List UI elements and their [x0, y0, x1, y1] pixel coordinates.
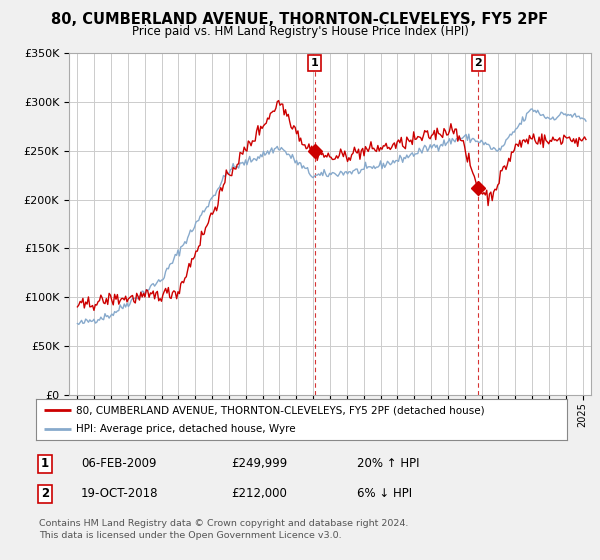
- Text: £212,000: £212,000: [231, 487, 287, 501]
- Text: 1: 1: [41, 457, 49, 470]
- Text: 80, CUMBERLAND AVENUE, THORNTON-CLEVELEYS, FY5 2PF: 80, CUMBERLAND AVENUE, THORNTON-CLEVELEY…: [52, 12, 548, 27]
- Text: 2: 2: [475, 58, 482, 68]
- Text: Price paid vs. HM Land Registry's House Price Index (HPI): Price paid vs. HM Land Registry's House …: [131, 25, 469, 38]
- Text: This data is licensed under the Open Government Licence v3.0.: This data is licensed under the Open Gov…: [39, 531, 341, 540]
- Text: 19-OCT-2018: 19-OCT-2018: [81, 487, 158, 501]
- Text: 06-FEB-2009: 06-FEB-2009: [81, 457, 157, 470]
- Text: £249,999: £249,999: [231, 457, 287, 470]
- Text: 2: 2: [41, 487, 49, 501]
- Text: 6% ↓ HPI: 6% ↓ HPI: [357, 487, 412, 501]
- Text: 20% ↑ HPI: 20% ↑ HPI: [357, 457, 419, 470]
- Text: 80, CUMBERLAND AVENUE, THORNTON-CLEVELEYS, FY5 2PF (detached house): 80, CUMBERLAND AVENUE, THORNTON-CLEVELEY…: [76, 405, 484, 415]
- Text: HPI: Average price, detached house, Wyre: HPI: Average price, detached house, Wyre: [76, 424, 295, 433]
- Text: Contains HM Land Registry data © Crown copyright and database right 2024.: Contains HM Land Registry data © Crown c…: [39, 519, 409, 528]
- Text: 1: 1: [311, 58, 319, 68]
